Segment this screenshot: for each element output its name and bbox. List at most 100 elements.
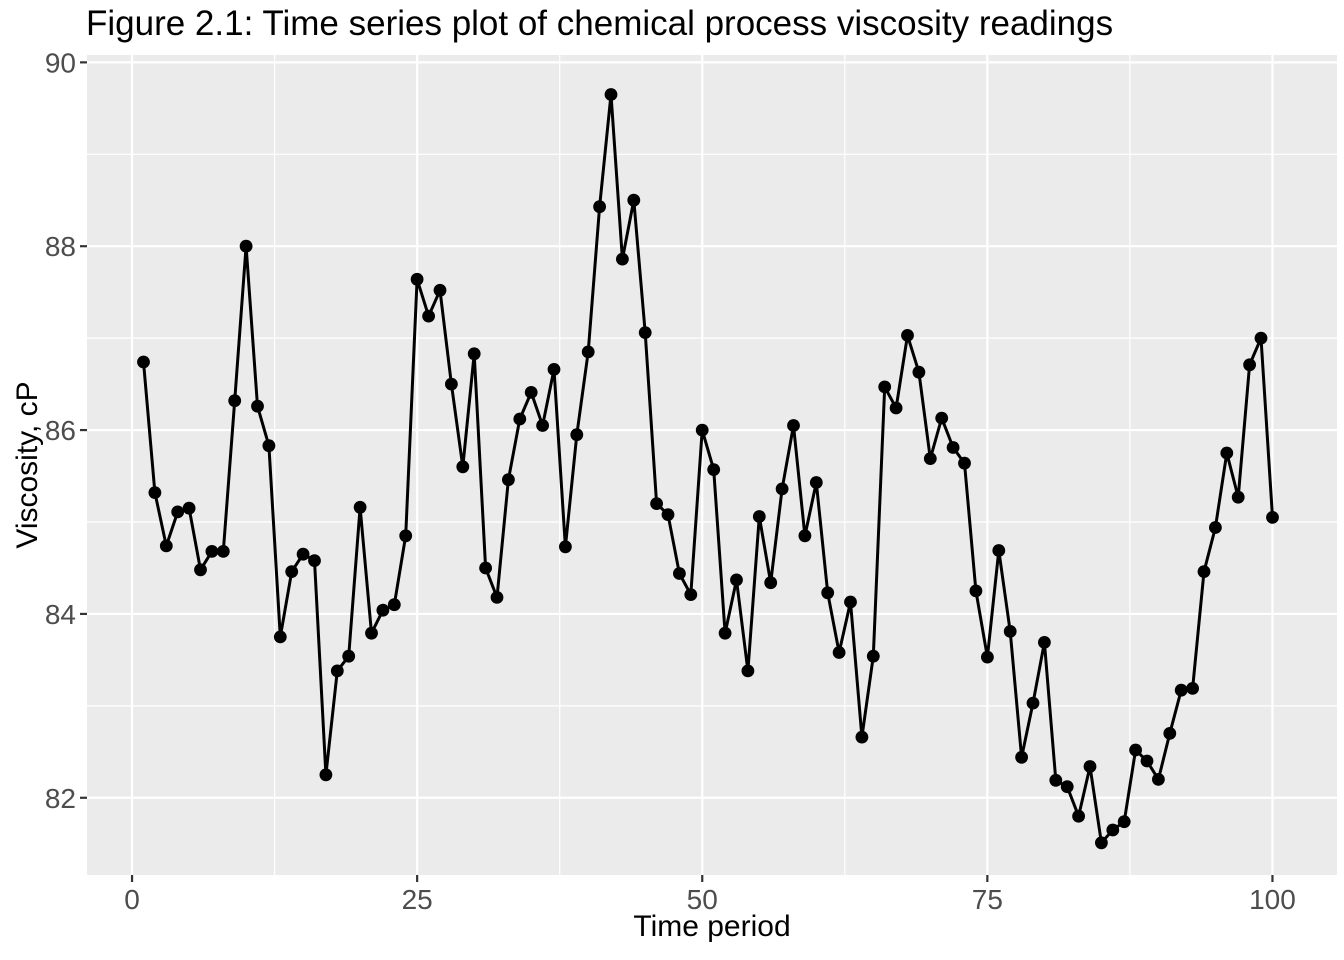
- data-point: [923, 452, 937, 465]
- data-point: [866, 649, 880, 663]
- data-point: [524, 386, 538, 399]
- data-point: [182, 501, 196, 515]
- data-point: [1117, 815, 1131, 829]
- data-point: [353, 500, 367, 514]
- data-point: [752, 510, 766, 523]
- data-point: [1174, 683, 1188, 697]
- data-point: [171, 505, 185, 519]
- data-point: [673, 567, 686, 580]
- data-point: [1254, 331, 1268, 345]
- data-point: [296, 547, 310, 561]
- data-point: [718, 626, 732, 640]
- data-point: [387, 598, 401, 612]
- data-point: [946, 441, 960, 454]
- data-point: [695, 423, 709, 437]
- data-point: [1049, 773, 1063, 787]
- data-point: [1072, 809, 1085, 823]
- data-point: [741, 664, 755, 678]
- data-point: [844, 595, 857, 609]
- data-point: [502, 473, 515, 487]
- data-point: [194, 563, 207, 577]
- data-point: [342, 649, 356, 663]
- data-point: [1231, 490, 1245, 504]
- data-point: [912, 365, 926, 379]
- data-point: [148, 486, 162, 499]
- data-point: [137, 355, 150, 369]
- data-point: [479, 561, 492, 575]
- data-point: [855, 730, 869, 744]
- data-point: [205, 545, 219, 558]
- data-point: [604, 88, 618, 101]
- data-point: [638, 326, 652, 339]
- data-point: [730, 573, 743, 587]
- data-point: [1186, 682, 1199, 695]
- series-line: [142, 93, 1274, 845]
- data-point: [399, 529, 413, 543]
- data-point: [251, 399, 264, 413]
- data-point: [889, 401, 903, 415]
- y-tick-label: 88: [45, 231, 76, 262]
- data-point: [239, 239, 253, 253]
- data-point: [992, 544, 1006, 557]
- data-point: [216, 545, 230, 558]
- data-point: [981, 650, 994, 664]
- data-point: [1197, 565, 1211, 578]
- data-point: [1152, 773, 1165, 786]
- data-point: [330, 664, 344, 678]
- data-point: [661, 508, 675, 521]
- data-point: [1106, 823, 1120, 837]
- data-point: [433, 283, 447, 297]
- data-point: [1209, 521, 1222, 534]
- data-point: [1129, 743, 1142, 757]
- data-point: [490, 591, 504, 604]
- data-point: [1140, 754, 1154, 768]
- data-point: [775, 482, 789, 496]
- data-point: [684, 588, 698, 601]
- data-point: [1083, 760, 1097, 773]
- y-tick-label: 90: [45, 47, 76, 78]
- data-point: [159, 539, 173, 553]
- data-point: [832, 646, 846, 659]
- y-axis-title: Viscosity, cP: [11, 381, 44, 549]
- data-point: [581, 345, 595, 359]
- data-point: [650, 497, 663, 510]
- data-point: [809, 476, 823, 489]
- data-point: [536, 419, 549, 432]
- data-point: [319, 768, 333, 782]
- data-point: [445, 377, 458, 391]
- data-point: [410, 272, 424, 286]
- y-tick-label: 86: [45, 415, 76, 446]
- data-point: [821, 586, 835, 600]
- x-tick-label: 50: [687, 884, 718, 915]
- x-tick-label: 25: [402, 884, 433, 915]
- x-axis-title: Time period: [633, 910, 791, 943]
- data-point: [1163, 727, 1177, 740]
- data-point: [1095, 836, 1108, 850]
- data-point: [1003, 625, 1017, 638]
- data-point: [878, 380, 892, 394]
- data-point: [262, 439, 276, 453]
- y-tick-label: 84: [45, 599, 76, 630]
- data-point: [513, 412, 527, 426]
- data-point: [1060, 780, 1074, 794]
- data-point: [228, 394, 242, 408]
- x-tick-label: 0: [124, 884, 140, 915]
- data-point: [1026, 696, 1040, 710]
- data-point: [798, 529, 812, 543]
- y-tick-label: 82: [45, 783, 76, 814]
- chart-title: Figure 2.1: Time series plot of chemical…: [86, 4, 1114, 43]
- data-point: [376, 603, 390, 617]
- data-point: [1243, 358, 1256, 372]
- x-tick-label: 75: [972, 884, 1003, 915]
- data-point: [616, 252, 629, 266]
- data-point: [627, 193, 641, 207]
- data-point: [285, 565, 299, 578]
- data-point: [467, 347, 481, 361]
- data-point: [787, 419, 800, 432]
- data-point: [570, 428, 584, 442]
- data-point: [559, 540, 572, 554]
- data-point: [365, 626, 378, 640]
- data-point: [547, 363, 561, 376]
